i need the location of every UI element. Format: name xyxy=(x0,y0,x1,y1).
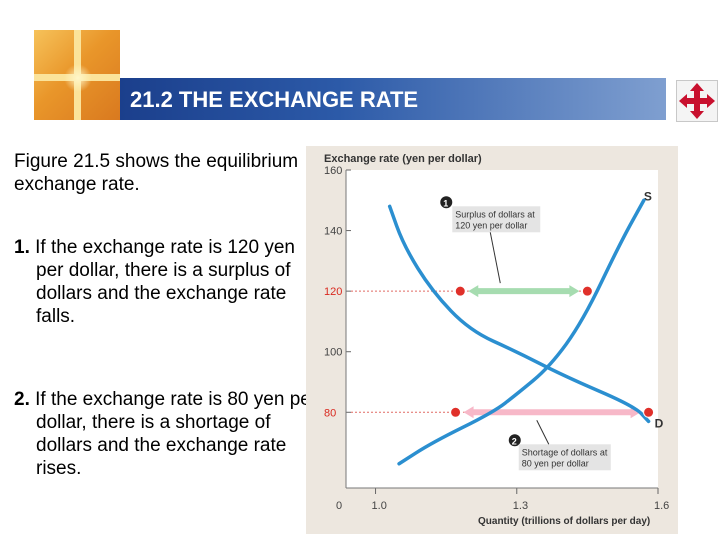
shortage-arrow xyxy=(463,406,641,419)
point-2-paragraph: 2. If the exchange rate is 80 yen per do… xyxy=(14,388,326,480)
annotation-2-badge xyxy=(508,434,521,447)
y-tick-label-100: 100 xyxy=(324,347,342,359)
annotation-1-line2: 120 yen per dollar xyxy=(455,220,527,230)
x-axis-title: Quantity (trillions of dollars per day) xyxy=(478,516,650,527)
point-2 xyxy=(581,285,593,297)
curve-label-D: D xyxy=(655,416,664,430)
point-1 xyxy=(454,285,466,297)
annotation-2-line2: 80 yen per dollar xyxy=(522,458,589,468)
intro-paragraph: Figure 21.5 shows the equilibrium exchan… xyxy=(14,151,299,195)
annotation-2-number: 2 xyxy=(512,436,517,446)
point-2-text: If the exchange rate is 80 yen per dolla… xyxy=(35,389,318,479)
annotation-1-box xyxy=(452,206,541,233)
point-4 xyxy=(643,406,655,418)
y-axis-title: Exchange rate (yen per dollar) xyxy=(324,153,482,165)
x-tick-label-0: 0 xyxy=(336,500,342,512)
point-1-number: 1. xyxy=(14,237,30,258)
surplus-arrow xyxy=(468,285,580,298)
exchange-rate-chart: Exchange rate (yen per dollar) Quantity (… xyxy=(306,146,678,534)
point-1-paragraph: 1. If the exchange rate is 120 yen per d… xyxy=(14,236,326,328)
y-tick-label-80: 80 xyxy=(324,407,336,419)
x-tick-label-1.3: 1.3 xyxy=(513,500,528,512)
curve-S xyxy=(387,204,651,424)
annotation-2-box xyxy=(518,444,611,471)
curve-D xyxy=(397,198,646,466)
x-tick-label-1.6: 1.6 xyxy=(654,500,669,512)
y-tick-label-120: 120 xyxy=(324,286,342,298)
annotation-1-pointer xyxy=(489,232,501,284)
annotation-1-badge xyxy=(440,196,453,209)
y-tick-label-160: 160 xyxy=(324,165,342,177)
point-1-text: If the exchange rate is 120 yen per doll… xyxy=(35,237,295,327)
move-icon-graphic xyxy=(679,83,715,119)
logo-glow xyxy=(64,64,92,92)
x-tick-label-1.0: 1.0 xyxy=(372,500,387,512)
annotation-2-pointer xyxy=(536,420,550,445)
annotation-1-number: 1 xyxy=(443,198,448,208)
slide-title: 21.2 THE EXCHANGE RATE xyxy=(130,87,419,112)
annotation-2-line1: Shortage of dollars at xyxy=(522,447,608,457)
logo xyxy=(34,30,120,120)
title-bar: 21.2 THE EXCHANGE RATE xyxy=(120,78,666,120)
y-tick-label-140: 140 xyxy=(324,226,342,238)
point-2-number: 2. xyxy=(14,389,30,410)
four-arrows-move-icon[interactable] xyxy=(676,80,718,122)
curve-label-S: S xyxy=(644,189,652,203)
point-3 xyxy=(450,406,462,418)
figure-panel: Exchange rate (yen per dollar) Quantity (… xyxy=(306,146,678,534)
annotation-1-line1: Surplus of dollars at xyxy=(455,209,535,219)
